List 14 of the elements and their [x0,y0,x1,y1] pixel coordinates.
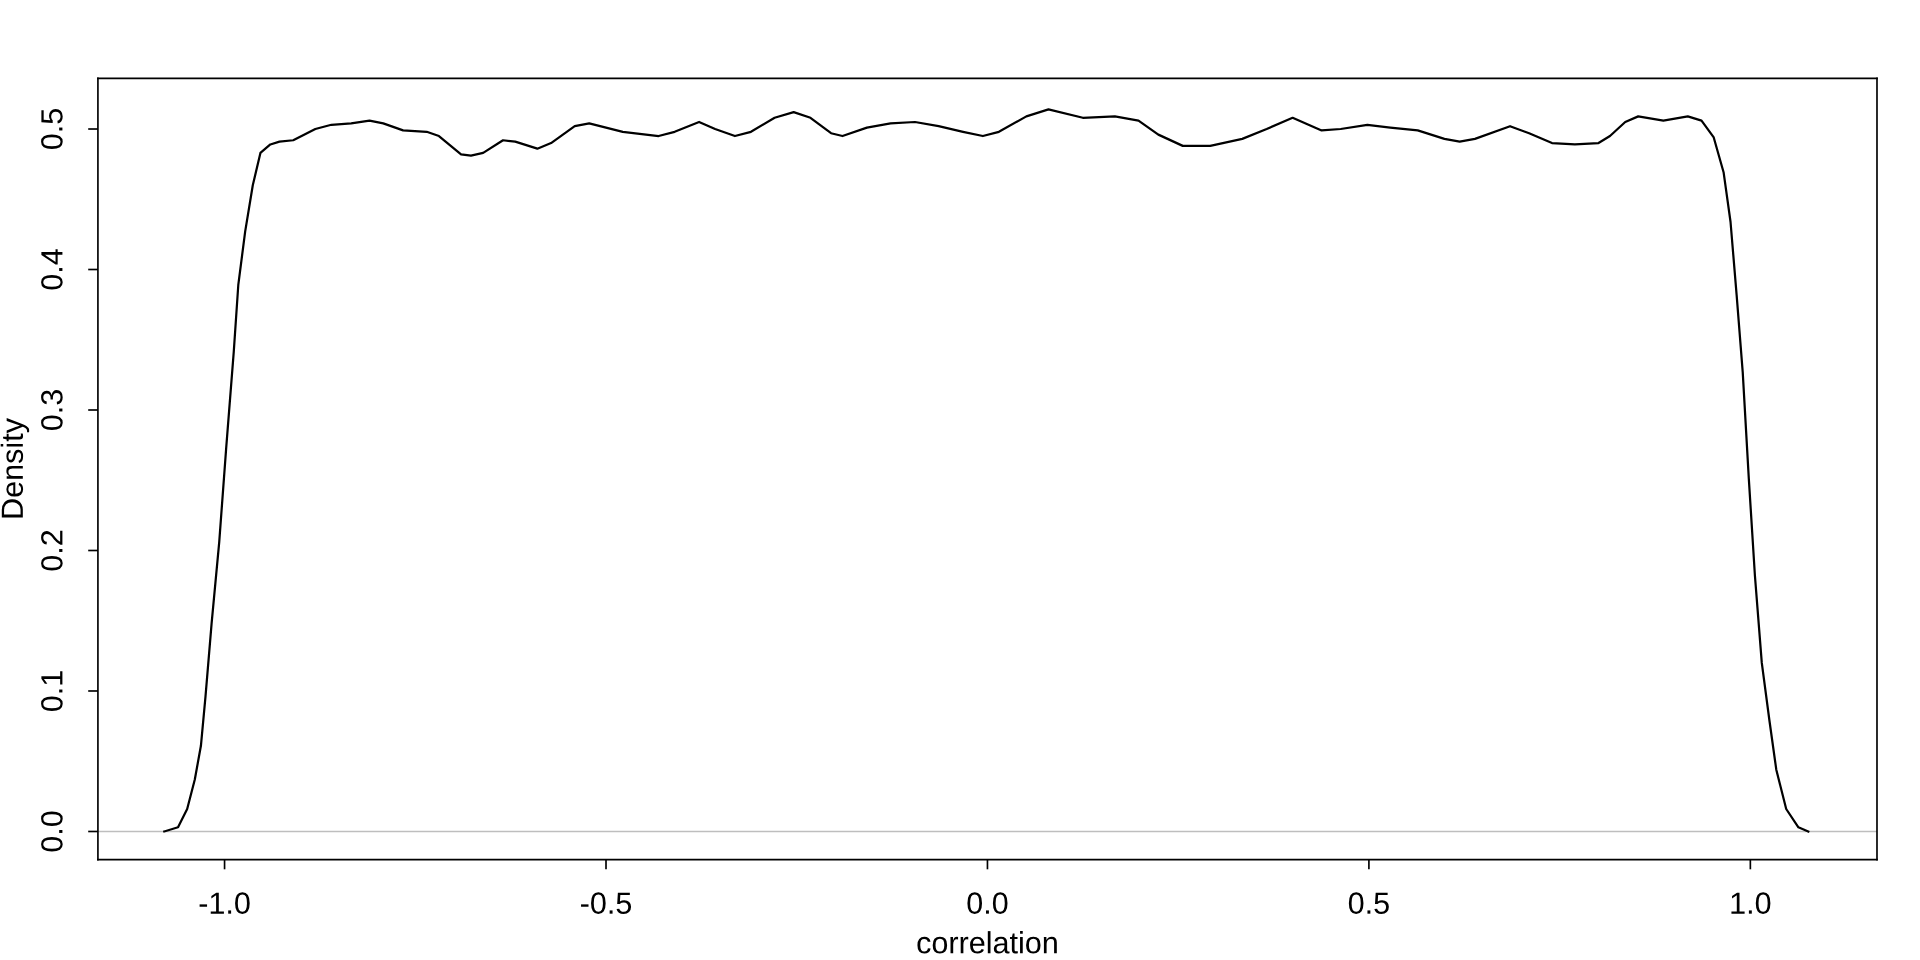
y-tick-label: 0.0 [41,811,63,852]
y-tick-label: 0.3 [41,390,63,431]
y-tick-label: 0.5 [41,109,63,150]
x-tick-label: 1.0 [1731,892,1771,914]
line-series [163,108,1810,833]
y-tick-label: 0.4 [41,249,63,290]
x-axis-title: correlation [917,931,1057,954]
x-tick-label: 0.5 [1348,892,1389,914]
y-axis-title: Density [0,418,30,518]
x-tick-label: 0.0 [967,892,1008,914]
x-tick-label: -0.5 [581,892,632,914]
y-tick-label: 0.1 [41,671,63,712]
y-tick-label: 0.2 [41,530,63,571]
x-tick-label: -1.0 [199,892,250,914]
